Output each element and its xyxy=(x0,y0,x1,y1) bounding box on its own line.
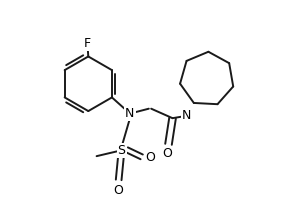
Text: S: S xyxy=(118,144,125,157)
Text: N: N xyxy=(182,109,191,122)
Text: O: O xyxy=(162,147,172,160)
Text: O: O xyxy=(146,151,155,164)
Text: N: N xyxy=(125,107,134,120)
Text: F: F xyxy=(83,37,91,50)
Text: O: O xyxy=(113,184,123,197)
